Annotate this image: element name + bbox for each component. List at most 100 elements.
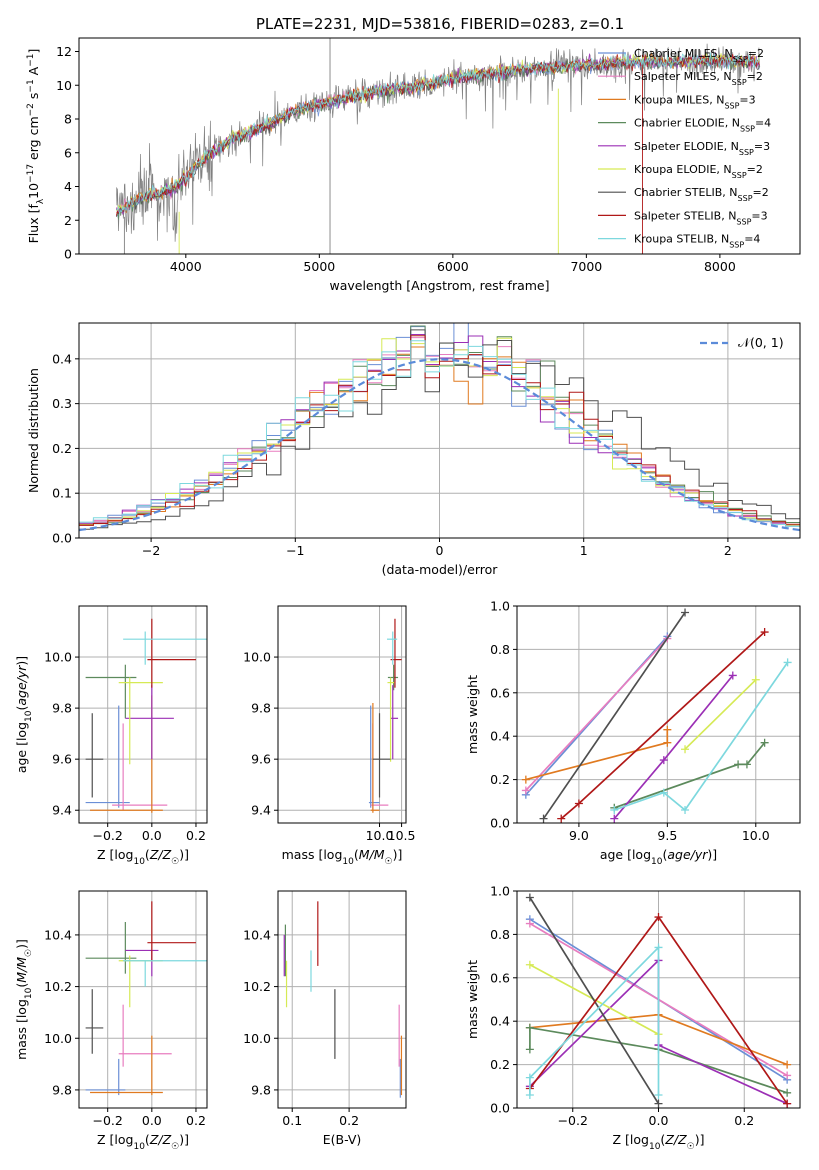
age_vs_mass-grid <box>278 606 406 823</box>
y-tick-label: 10.2 <box>44 979 72 994</box>
legend-entry-chabrier-stelib: Chabrier STELIB, NSSP=2 <box>598 186 769 203</box>
y-tick-label: 0.4 <box>490 729 510 744</box>
spectrum-legend: Chabrier MILES, NSSP=2 Salpeter MILES, NS… <box>598 47 771 249</box>
legend-entry-salpeter-miles: Salpeter MILES, NSSP=2 <box>598 70 763 87</box>
x-tick-label: 10.5 <box>388 828 416 843</box>
errorbar-kroupa-elodie <box>118 677 163 765</box>
legend-entry-chabrier-miles: Chabrier MILES, NSSP=2 <box>598 47 764 64</box>
x-tick-label: 10.0 <box>742 828 770 843</box>
y-tick-label: 0.6 <box>490 685 510 700</box>
weight-marker <box>610 805 619 814</box>
legend-label: Salpeter STELIB, NSSP=3 <box>634 209 768 226</box>
weight-line-path <box>529 897 660 1105</box>
weight-marker <box>539 814 548 823</box>
y-tick-label: 9.6 <box>251 752 271 767</box>
weight-marker <box>663 725 672 734</box>
weight_vs_Z-frame <box>516 890 801 1109</box>
mass_vs_EBV-x-axis-label: E(B-V) <box>323 1132 362 1147</box>
y-tick-label: 9.8 <box>52 701 72 716</box>
mass_vs_EBV-grid <box>278 891 406 1108</box>
spectrum-title: PLATE=2231, MJD=53816, FIBERID=0283, z=0… <box>256 15 624 33</box>
x-tick-label: −2 <box>142 543 160 558</box>
weight-marker <box>654 1099 663 1108</box>
x-tick-label: 0.0 <box>649 1113 669 1128</box>
x-tick-label: 8000 <box>704 259 736 274</box>
y-tick-label: 10.4 <box>243 927 271 942</box>
mass_vs_Z-grid <box>79 891 207 1108</box>
weight-line-chabrier-stelib <box>525 893 663 1108</box>
x-tick-label: 0.2 <box>339 1113 359 1128</box>
x-tick-label: 1 <box>580 543 588 558</box>
y-tick-label: 1.0 <box>490 884 510 899</box>
y-tick-label: 0.2 <box>490 772 510 787</box>
x-tick-label: 0.2 <box>734 1113 754 1128</box>
weight-marker <box>525 1023 534 1032</box>
x-tick-label: 6000 <box>437 259 469 274</box>
weight-line-kroupa-stelib <box>610 658 792 814</box>
residuals-frame <box>78 322 801 539</box>
weight-marker <box>728 671 737 680</box>
y-tick-label: 0.4 <box>52 351 72 366</box>
weight-marker <box>681 745 690 754</box>
errorbar-salpeter-stelib <box>147 618 196 688</box>
y-tick-label: 10.2 <box>243 979 271 994</box>
errorbar-salpeter-elodie <box>390 685 399 760</box>
weight-marker <box>783 658 792 667</box>
weight_vs_age-frame <box>516 605 801 824</box>
age_vs_Z-x-axis-label: Z [log10(Z/Z☉)] <box>97 847 189 867</box>
y-tick-label: 0.0 <box>490 816 510 831</box>
weight-marker <box>760 628 769 637</box>
y-tick-label: 6 <box>64 145 72 160</box>
weight-marker <box>742 760 751 769</box>
errorbar-kroupa-elodie <box>387 677 395 762</box>
legend-label: Chabrier ELODIE, NSSP=4 <box>634 117 771 134</box>
age_vs_Z-grid <box>79 606 207 823</box>
weight-marker <box>610 814 619 823</box>
weight-line-kroupa-miles <box>521 725 672 784</box>
weight_vs_age-plot-area <box>521 608 792 823</box>
errorbar-salpeter-miles <box>118 1004 172 1067</box>
legend-label: Kroupa STELIB, NSSP=4 <box>634 233 760 250</box>
weight-line-path <box>613 674 734 820</box>
weight-marker <box>525 919 534 928</box>
weight_vs_Z-x-axis-label: Z [log10(Z/Z☉)] <box>613 1132 705 1152</box>
age_vs_mass-frame <box>277 605 407 824</box>
weight-marker <box>557 814 566 823</box>
weight-vs-metallicity-chart: −0.2 0.0 0.2 0.0 0.2 0.4 0.6 0.8 1.0 Z [log10(Z/Z… <box>465 884 801 1152</box>
mass_vs_Z-frame <box>78 890 208 1109</box>
weight-marker <box>659 756 668 765</box>
y-tick-label: 8 <box>64 112 72 127</box>
weight-vs-age-chart: 9.0 9.5 10.0 0.0 0.2 0.4 0.6 0.8 1.0 age [log10(a… <box>465 599 801 867</box>
weight-marker <box>525 960 534 969</box>
weight-line-path <box>529 945 660 1095</box>
y-tick-label: 10.4 <box>44 927 72 942</box>
age_vs_Z-frame <box>78 605 208 824</box>
spectrum-chart: 4000 5000 6000 7000 8000 0 2 4 6 8 10 12 wavelength … <box>26 37 801 293</box>
weight-line-salpeter-miles <box>521 634 672 795</box>
errorbar-kroupa-miles <box>90 1035 163 1096</box>
x-tick-label: −1 <box>286 543 304 558</box>
age_vs_Z-y-axis-label: age [log10(age/yr)] <box>14 656 34 773</box>
y-tick-label: 0.8 <box>490 927 510 942</box>
residuals-plot-area <box>79 323 800 538</box>
x-tick-label: 0.2 <box>186 828 206 843</box>
y-tick-label: 9.4 <box>251 803 271 818</box>
x-tick-label: 5000 <box>303 259 335 274</box>
age_vs_mass-plot-area <box>368 618 402 813</box>
legend-entry-salpeter-stelib: Salpeter STELIB, NSSP=3 <box>598 209 768 226</box>
weight-line-path <box>614 661 789 812</box>
y-tick-label: 0.0 <box>490 1101 510 1116</box>
weight-line-path <box>525 637 668 792</box>
errorbar-kroupa-stelib <box>123 631 207 665</box>
x-tick-label: 9.0 <box>569 828 589 843</box>
residuals-x-axis-label: (data-model)/error <box>382 562 499 577</box>
weight-marker <box>521 775 530 784</box>
spectrum-plot-area <box>116 38 761 254</box>
mass_vs_Z-y-axis-label: mass [log10(M/M☉)] <box>14 939 34 1060</box>
weight-line-path <box>529 1026 788 1094</box>
x-tick-label: 0 <box>436 543 444 558</box>
weight_vs_age-x-axis-label: age [log10(age/yr)] <box>600 847 717 867</box>
x-tick-label: 0.2 <box>186 1113 206 1128</box>
y-tick-label: 10.0 <box>243 1031 271 1046</box>
y-tick-label: 9.8 <box>52 1082 72 1097</box>
